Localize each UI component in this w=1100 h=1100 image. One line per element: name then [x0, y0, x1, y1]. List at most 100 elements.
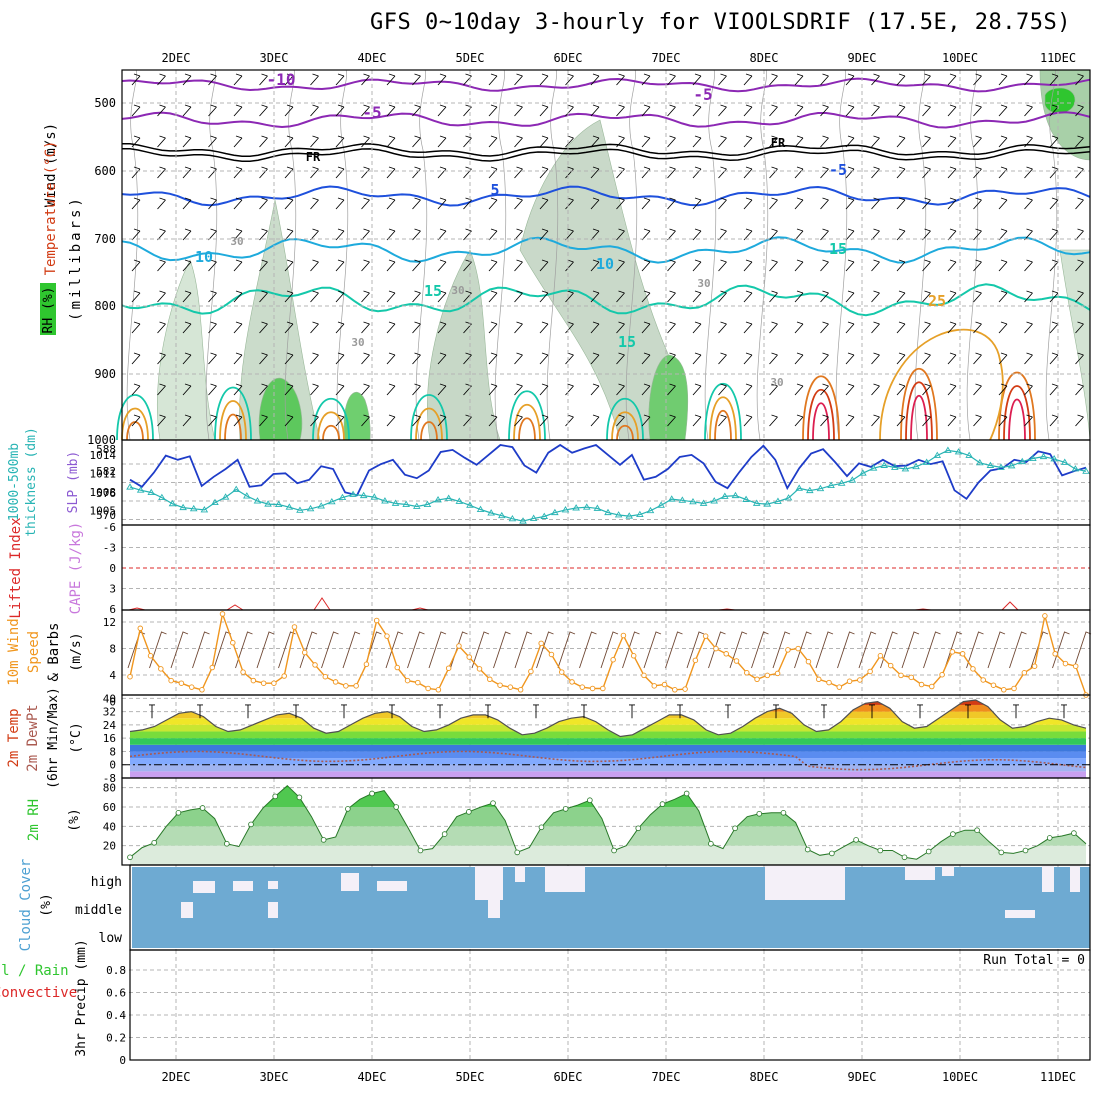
- rh-contour-line: [415, 69, 428, 441]
- warm-temp-contour: [322, 424, 340, 441]
- wind-barb: [718, 197, 727, 210]
- wind-barb: [845, 321, 855, 334]
- cloud-clear-gap: [905, 866, 935, 880]
- wind-barb: [1075, 104, 1084, 117]
- wind-ylabel-speed: Speed: [26, 631, 42, 673]
- top-date-label: 3DEC: [260, 51, 289, 65]
- wind-barb: [335, 321, 345, 334]
- rh-shaded-area: [648, 354, 689, 441]
- wind-barb: [769, 73, 778, 86]
- wind-speed-marker: [939, 671, 945, 678]
- thickness-marker: [253, 497, 262, 504]
- rh-marker: [780, 809, 787, 816]
- wind-barb: [131, 414, 141, 427]
- slp-tick-label: 1011: [90, 468, 117, 481]
- temp-contour-freezing: [121, 142, 1091, 157]
- wind-speed-marker: [630, 653, 637, 659]
- wind-barb: [692, 228, 702, 241]
- wind-barb: [820, 73, 829, 86]
- thickness-marker: [774, 497, 782, 504]
- wind-barb: [769, 321, 778, 334]
- temp-contour-freezing: [121, 147, 1091, 162]
- bottom-date-label: 10DEC: [942, 1070, 978, 1084]
- wind-barb: [412, 414, 421, 427]
- wind-tick-label: 8: [109, 643, 116, 656]
- wind-barb: [871, 73, 880, 86]
- temp-minmax-bar: [821, 704, 827, 719]
- wind-barb: [386, 414, 396, 427]
- wind-barb: [590, 104, 600, 117]
- temp-ylabel-unit: (°C): [69, 722, 84, 753]
- wind-speed-marker: [178, 680, 185, 686]
- wind-barb: [922, 73, 931, 86]
- thickness-marker: [466, 501, 474, 508]
- wind-speed-marker: [558, 669, 565, 675]
- contour-label: FR: [771, 136, 786, 150]
- wind-barb: [896, 290, 906, 303]
- wind-barb: [998, 352, 1008, 365]
- temp-minmax-bar: [293, 704, 299, 719]
- wind-barb: [718, 73, 727, 86]
- thickness-marker: [806, 486, 814, 494]
- wind-speed-marker: [291, 624, 298, 630]
- wind-barb: [718, 414, 727, 427]
- cloud-clear-gap: [193, 881, 215, 893]
- thickness-marker: [1007, 462, 1016, 469]
- precip-tick-label: 0.4: [106, 1009, 126, 1022]
- wind-barb: [428, 631, 447, 669]
- wind-speed-marker: [507, 684, 514, 690]
- wind-barb: [157, 73, 166, 86]
- wind-barb: [1024, 104, 1033, 117]
- precip-ylabel: 3hr Precip (mm): [74, 939, 89, 1056]
- temp-tick-label: 24: [103, 719, 117, 732]
- wind-speed-marker: [435, 687, 442, 693]
- warm-temp-contour: [513, 404, 541, 441]
- wind-barb: [514, 104, 523, 117]
- rh-shaded-area: [1059, 249, 1091, 441]
- wind-barb: [539, 135, 549, 148]
- wind-barb: [284, 352, 294, 365]
- wind-barb: [493, 631, 511, 669]
- temp-tick-label: 8: [109, 745, 116, 758]
- wind-barb: [1009, 631, 1027, 669]
- wind-barb: [284, 135, 294, 148]
- thickness-marker: [296, 506, 304, 513]
- wind-barb: [284, 259, 294, 272]
- wind-barb: [1049, 166, 1059, 179]
- wind-barb: [259, 352, 268, 365]
- wind-barb: [947, 352, 957, 365]
- warm-temp-contour: [317, 411, 345, 441]
- wind-barb: [692, 73, 702, 86]
- cloud-clear-gap: [765, 866, 845, 900]
- rh-contour-line: [284, 69, 297, 441]
- wind-barb: [539, 290, 549, 303]
- wind-barb: [157, 135, 166, 148]
- top-date-label: 7DEC: [652, 51, 681, 65]
- wind-barb: [998, 383, 1008, 396]
- wind-barb: [335, 259, 345, 272]
- rh-marker: [659, 801, 666, 807]
- wind-barb: [973, 197, 982, 210]
- wind-speed-marker: [230, 639, 236, 646]
- warm-temp-contour: [410, 394, 448, 441]
- wind-barb: [233, 414, 243, 427]
- thickness-marker: [168, 499, 177, 507]
- wind-barb: [157, 197, 166, 210]
- wind-barb: [1024, 135, 1033, 148]
- wind-barb: [539, 321, 549, 334]
- top-date-label: 4DEC: [358, 51, 387, 65]
- wind-barb: [794, 228, 804, 241]
- wind-speed-marker: [271, 680, 277, 686]
- cloud-clear-gap: [545, 866, 585, 892]
- wind-barb: [412, 321, 421, 334]
- wind-speed-marker: [497, 682, 503, 688]
- wind-speed-marker: [188, 684, 195, 690]
- warm-temp-contour: [709, 396, 737, 441]
- rh-contour-line: [546, 69, 559, 441]
- wind-barb: [157, 321, 166, 334]
- warm-temp-contour: [611, 411, 639, 441]
- wind-speed-marker: [548, 651, 555, 658]
- temp-minmax-bar: [389, 704, 395, 719]
- wind-speed-marker: [641, 672, 647, 679]
- wind-barb: [692, 197, 702, 210]
